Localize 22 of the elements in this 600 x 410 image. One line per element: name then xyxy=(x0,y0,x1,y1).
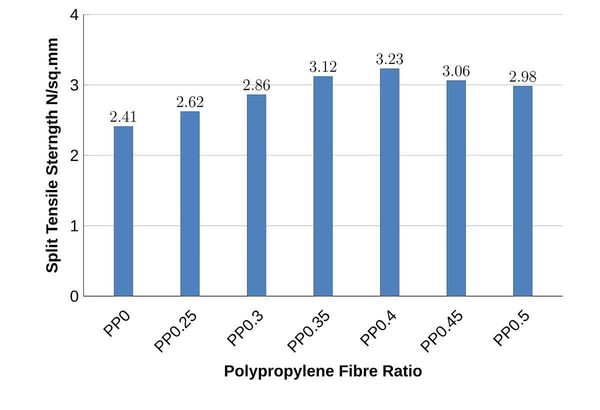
bar xyxy=(513,86,532,296)
y-axis-title: Split Tensile Sterngth N/sq.mm xyxy=(46,38,61,273)
y-tick-label: 3 xyxy=(70,79,78,91)
y-tick-label: 2 xyxy=(70,150,78,161)
bar xyxy=(114,126,134,296)
bar xyxy=(246,94,266,296)
data-label: 3.23 xyxy=(376,53,403,64)
y-tick-label: 0 xyxy=(70,290,78,302)
data-label: 2.41 xyxy=(110,110,136,122)
bar xyxy=(180,111,200,296)
bar xyxy=(380,68,400,296)
data-label: 3. 12 xyxy=(310,61,336,72)
x-tick-label: PP0 xyxy=(103,310,130,337)
y-tick-label: 1 xyxy=(71,220,78,232)
data-label: 2.62 xyxy=(176,96,204,108)
x-axis-title: Polypropylene Fibre Ratio xyxy=(224,364,422,380)
data-label: 2.98 xyxy=(510,70,536,82)
bar xyxy=(314,76,333,296)
bar xyxy=(446,80,466,296)
data-label: 2.86 xyxy=(243,79,270,90)
data-label: 3.06 xyxy=(442,65,470,76)
y-tick-label: 4 xyxy=(70,8,78,20)
